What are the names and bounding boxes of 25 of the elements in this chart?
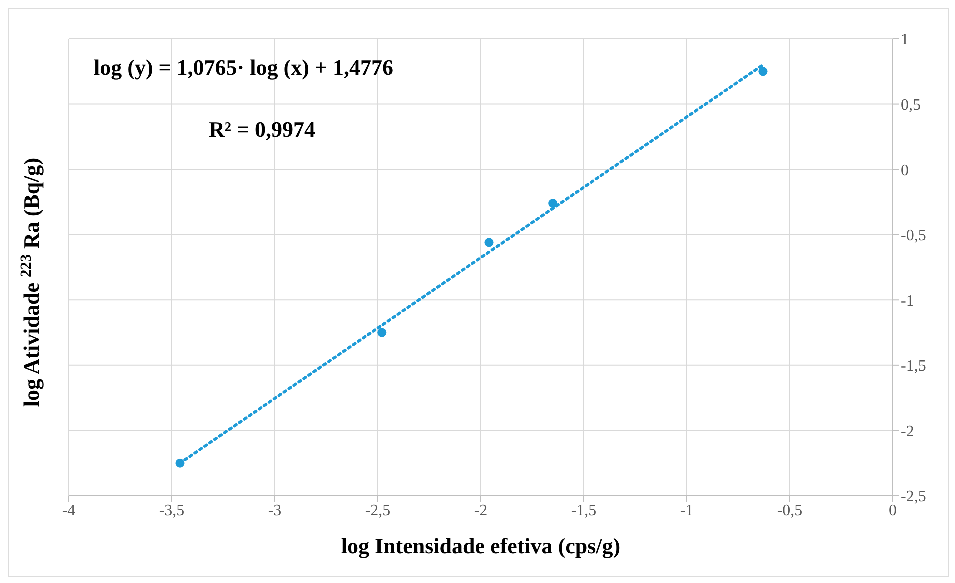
y-tick-label: -1,5 [901,358,926,376]
x-tick-label: -4 [62,502,76,520]
x-tick-label: -0,5 [777,502,803,520]
y-tick-label: 0,5 [901,96,921,114]
point [176,458,185,468]
annotation: log (y) = 1,0765· log (x) + 1,4776 [94,55,394,81]
x-axis-title: log Intensidade efetiva (cps/g) [341,534,621,559]
y-tick-label: 1 [901,32,909,49]
point [548,199,558,208]
y-tick-label: 0 [901,162,909,180]
x-tick-label: -2,5 [365,502,391,520]
x-tick-label: -1,5 [571,502,597,520]
point [484,238,494,248]
x-tick-label: 0 [889,502,897,520]
point [758,67,768,76]
annotation: R² = 0,9974 [209,117,316,143]
y-tick-label: -1 [901,292,914,310]
point [378,328,387,338]
x-tick-label: -1 [680,502,694,520]
y-tick-label: -2,5 [901,488,926,506]
x-tick-label: -3 [268,502,282,520]
x-tick-label: -3,5 [159,502,185,520]
y-tick-label: -0,5 [901,228,926,245]
x-tick-label: -2 [474,502,488,520]
y-tick-label: -2 [901,423,914,440]
